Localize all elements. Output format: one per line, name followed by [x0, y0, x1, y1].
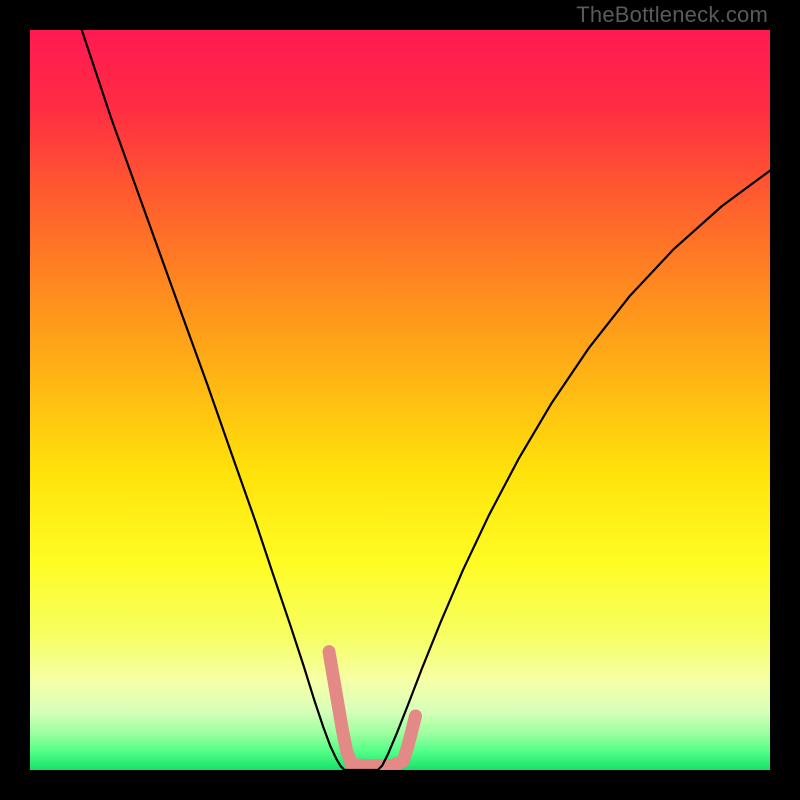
- watermark-text: TheBottleneck.com: [576, 2, 768, 28]
- curve-layer: [30, 30, 770, 770]
- highlight-segment: [403, 716, 416, 761]
- highlight-segment: [329, 652, 351, 763]
- highlight-segment: [351, 761, 403, 765]
- chart-frame: TheBottleneck.com: [0, 0, 800, 800]
- bottleneck-curve: [82, 30, 770, 770]
- plot-area: [30, 30, 770, 770]
